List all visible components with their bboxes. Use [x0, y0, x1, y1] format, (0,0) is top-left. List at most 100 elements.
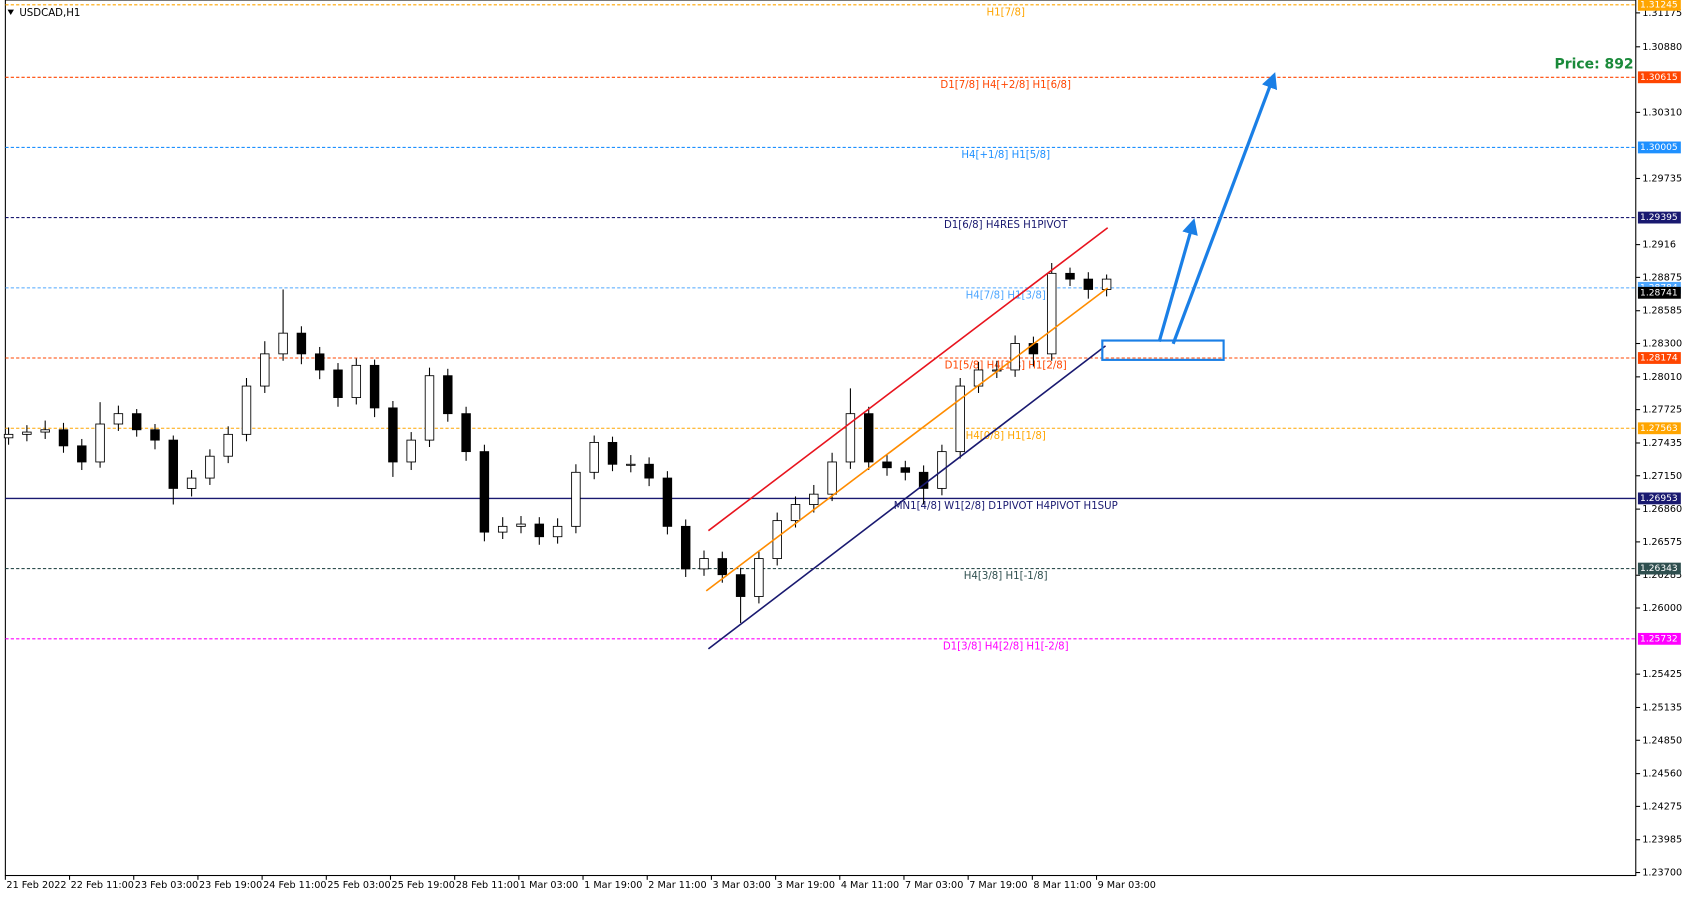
- target-arrow: [1157, 218, 1198, 343]
- channel-middle: [705, 287, 1109, 592]
- price-box: [1637, 211, 1681, 224]
- level-text: H4[0/8] H1[1/8]: [966, 431, 1046, 442]
- price-axis: 1.31175 1.30880 1.30310 1.29735 1.2916 1.2887…: [1635, 0, 1682, 879]
- candle-body: [150, 429, 160, 441]
- price-box: [1637, 632, 1681, 645]
- level-text: H1[7/8]: [986, 7, 1024, 18]
- x-tick-label: 24 Feb 11:00: [263, 880, 326, 891]
- chart-title: USDCAD,H1: [19, 8, 80, 19]
- x-tick-label: 8 Mar 11:00: [1033, 880, 1091, 891]
- x-tick-label: 3 Mar 19:00: [777, 880, 835, 891]
- x-tick-label: 21 Feb 2022: [6, 880, 66, 891]
- level-text: D1[6/8] H4RES H1PIVOT: [944, 220, 1068, 231]
- candle-body: [1083, 278, 1094, 290]
- candle-body: [95, 423, 105, 463]
- channel-upper: [707, 227, 1109, 532]
- y-tick-label: 1.25135: [1642, 702, 1682, 713]
- candle-body: [22, 431, 32, 435]
- price-box-label: 1.26953: [1640, 494, 1678, 504]
- candle-body: [735, 574, 746, 597]
- x-tick-label: 9 Mar 03:00: [1098, 880, 1156, 891]
- candle-body: [58, 429, 69, 447]
- candle-body: [260, 353, 270, 387]
- candle-body: [443, 375, 453, 415]
- price-box-label: 1.25732: [1640, 634, 1678, 644]
- current-price-box: [1637, 286, 1681, 299]
- level-text: D1[7/8] H4[+2/8] H1[6/8]: [940, 80, 1071, 91]
- price-box: [1637, 141, 1681, 154]
- candle-body: [241, 385, 252, 435]
- candle-body: [1010, 343, 1020, 371]
- candle-body: [809, 493, 819, 505]
- time-axis: 21 Feb 2022 22 Feb 11:00 23 Feb 03:00 23 Fe…: [4, 875, 1156, 891]
- candle-body: [40, 429, 50, 433]
- y-tick-label: 1.27435: [1642, 438, 1682, 449]
- candle-body: [205, 455, 215, 479]
- candle-body: [571, 471, 581, 527]
- y-tick-label: 1.25425: [1642, 669, 1682, 680]
- y-tick-label: 1.28875: [1642, 272, 1682, 283]
- price-box-label: 1.29395: [1640, 213, 1678, 223]
- y-tick-label: 1.30310: [1642, 107, 1682, 118]
- level-text: H4[3/8] H1[-1/8]: [964, 571, 1048, 582]
- entry-zone: [1101, 339, 1225, 361]
- y-tick-label: 1.23700: [1642, 868, 1682, 879]
- y-tick-label: 1.24850: [1642, 735, 1682, 746]
- y-tick-label: 1.26575: [1642, 537, 1682, 548]
- target-arrow: [1171, 72, 1278, 345]
- y-tick-label: 1.27725: [1642, 405, 1682, 416]
- menu-triangle[interactable]: [7, 9, 14, 16]
- candle-body: [278, 332, 288, 355]
- x-tick-label: 7 Mar 19:00: [969, 880, 1027, 891]
- x-tick-label: 25 Feb 19:00: [392, 880, 455, 891]
- candle-body: [3, 433, 14, 439]
- price-box-label: 1.28174: [1640, 354, 1678, 364]
- candle-body: [113, 413, 124, 425]
- candle-body: [827, 461, 837, 495]
- candle-body: [461, 413, 471, 453]
- y-tick-label: 1.24275: [1642, 801, 1682, 812]
- candle-body: [77, 445, 87, 463]
- x-tick-label: 25 Feb 03:00: [327, 880, 390, 891]
- y-tick-label: 1.29735: [1642, 173, 1682, 184]
- candle-body: [626, 463, 636, 466]
- channel-lower: [707, 345, 1107, 650]
- price-box: [1637, 352, 1681, 364]
- candle-body: [863, 413, 874, 463]
- candle-body: [314, 353, 325, 371]
- price-annotation: Price: 892: [1555, 56, 1634, 72]
- candle-body: [644, 463, 654, 479]
- candle-body: [131, 413, 142, 431]
- candle-body: [699, 558, 709, 570]
- candle-body: [333, 369, 343, 398]
- candle-body: [479, 451, 490, 533]
- levels: H1[7/8] D1[7/8] H4[+2/8] H1[6/8] H4[+1/8] …: [5, 4, 1636, 652]
- price-box-label: 1.26343: [1640, 564, 1678, 574]
- candle-body: [607, 441, 618, 465]
- price-box: [1637, 422, 1681, 435]
- y-tick-label: 1.23985: [1642, 835, 1682, 846]
- y-tick-label: 1.26000: [1642, 603, 1682, 614]
- candle-body: [186, 477, 197, 489]
- x-tick-label: 22 Feb 11:00: [71, 880, 134, 891]
- x-tick-label: 23 Feb 03:00: [135, 880, 198, 891]
- candle-body: [589, 441, 599, 473]
- candle-body: [1065, 272, 1075, 280]
- candle-body: [882, 461, 892, 469]
- price-box: [1637, 562, 1681, 575]
- candle-body: [424, 375, 435, 441]
- candle-body: [955, 385, 965, 453]
- price-box-label: 1.27563: [1640, 424, 1678, 434]
- candle-body: [680, 525, 691, 570]
- y-tick-label: 1.24560: [1642, 769, 1682, 780]
- price-box: [1637, 0, 1681, 11]
- y-tick-label: 1.27150: [1642, 471, 1682, 482]
- candles: [3, 263, 1112, 623]
- x-tick-label: 23 Feb 19:00: [199, 880, 262, 891]
- level-text: D1[3/8] H4[2/8] H1[-2/8]: [943, 641, 1069, 652]
- candle-body: [168, 439, 179, 489]
- price-box: [1637, 71, 1681, 84]
- price-box-label: 1.30005: [1640, 143, 1678, 153]
